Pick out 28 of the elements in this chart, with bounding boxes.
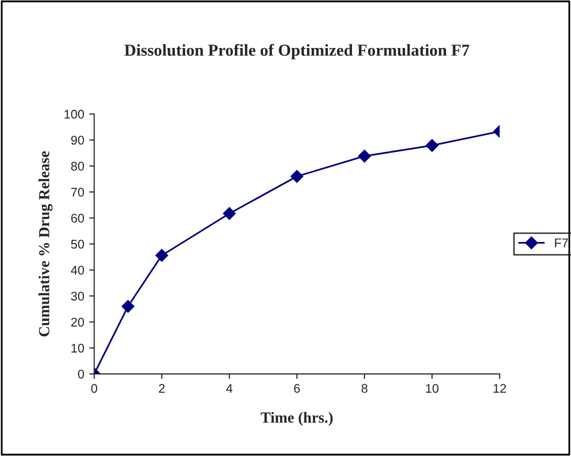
- y-tick-label: 50: [71, 240, 84, 249]
- y-tick-label: 100: [64, 110, 84, 119]
- x-tick-label: 8: [362, 384, 368, 393]
- y-tick-label: 20: [71, 318, 84, 327]
- x-tick-label: 2: [158, 384, 165, 393]
- y-tick-label: 80: [71, 162, 84, 171]
- y-tick-label: 10: [72, 344, 84, 353]
- x-tick-label: 6: [294, 384, 300, 393]
- x-tick-label: 0: [91, 384, 98, 393]
- y-tick-label: 70: [71, 188, 84, 197]
- x-tick-label: 12: [494, 384, 506, 393]
- y-tick-label: 90: [71, 136, 84, 145]
- point: [290, 170, 304, 183]
- x-tick-label: 10: [426, 384, 439, 393]
- x-tick-label: 4: [226, 384, 232, 393]
- y-tick-label: 0: [78, 370, 84, 379]
- y-tick-label: 60: [71, 214, 84, 223]
- y-tick-label: 30: [71, 292, 84, 301]
- legend-label: F7: [555, 238, 568, 248]
- point: [358, 150, 371, 163]
- point: [155, 248, 168, 262]
- point: [122, 300, 134, 313]
- y-axis-title: Cumulative % Drug Release: [38, 151, 53, 336]
- chart-title: Dissolution Profile of Optimized Formulation F7: [124, 44, 470, 60]
- point: [426, 139, 438, 152]
- x-axis-title: Time (hrs.): [260, 412, 333, 426]
- point: [222, 207, 236, 220]
- y-tick-label: 40: [70, 266, 84, 275]
